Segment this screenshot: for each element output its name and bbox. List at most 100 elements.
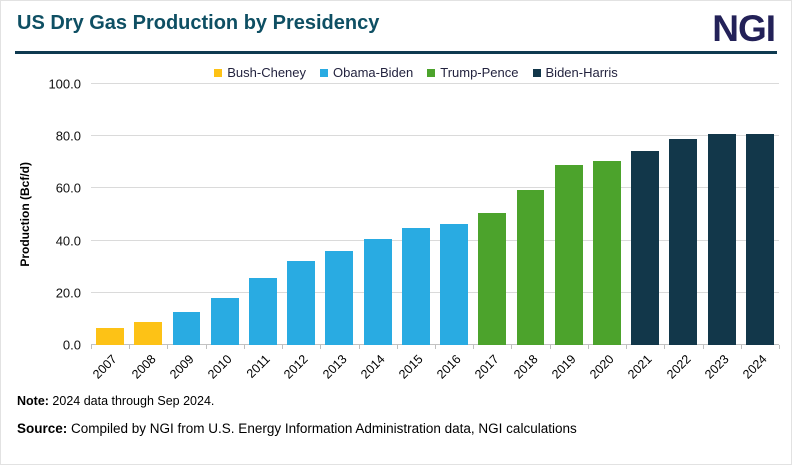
- bar-slot-2021: [626, 84, 664, 345]
- bar-2008: [134, 321, 163, 345]
- legend-label: Bush-Cheney: [227, 65, 307, 80]
- x-label-slot-2009: 2009: [167, 345, 205, 387]
- x-axis-tick: [205, 345, 207, 349]
- x-tick-label-2024: 2024: [740, 352, 770, 382]
- bar-2021: [631, 150, 660, 345]
- bar-2014: [363, 239, 392, 345]
- legend-swatch-icon: [214, 68, 223, 77]
- footer: Note: 2024 data through Sep 2024. Source…: [1, 387, 791, 436]
- x-tick-label-2017: 2017: [472, 352, 503, 382]
- bar-slot-2017: [473, 84, 511, 345]
- bar-2010: [210, 298, 239, 345]
- x-label-slot-2008: 2008: [129, 345, 167, 387]
- x-axis-tick: [129, 345, 131, 349]
- bar-slot-2013: [320, 84, 358, 345]
- x-tick-label-2023: 2023: [701, 352, 732, 382]
- chart-title: US Dry Gas Production by Presidency: [17, 12, 380, 34]
- bar-slot-2016: [435, 84, 473, 345]
- x-axis-tick: [587, 345, 589, 349]
- gridline-60: [91, 187, 779, 189]
- bar-2023: [707, 133, 736, 345]
- x-axis-tick: [549, 345, 551, 349]
- y-tick-label-60: 60.0: [55, 180, 81, 196]
- x-axis-tick: [396, 345, 398, 349]
- y-axis-title: Production (Bcf/d): [18, 162, 32, 267]
- x-axis-labels: 2007 2008 2009 2010 2011 2012 2013 2014 2015 2016…: [90, 345, 779, 387]
- legend-item-biden-harris: Biden-Harris: [532, 65, 618, 80]
- x-axis-tick: [243, 345, 245, 349]
- x-tick-label-2021: 2021: [625, 352, 656, 382]
- bar-slot-2012: [282, 84, 320, 345]
- source-label: Source:: [17, 421, 68, 436]
- x-tick-label-2022: 2022: [663, 352, 694, 382]
- legend-swatch-icon: [532, 68, 541, 77]
- x-tick-label-2009: 2009: [166, 352, 197, 382]
- legend-swatch-icon: [320, 68, 329, 77]
- x-tick-label-2013: 2013: [319, 352, 350, 382]
- note-text: 2024 data through Sep 2024.: [48, 394, 215, 408]
- chart-region: Production (Bcf/d) 0.0 20.0 40.0 60.0 80.0 10…: [1, 77, 791, 387]
- bar-slot-2020: [588, 84, 626, 345]
- legend-item-bush-cheney: Bush-Cheney: [214, 65, 306, 80]
- x-axis-tick: [358, 345, 360, 349]
- bar-2013: [325, 251, 354, 345]
- x-axis-tick: [740, 345, 742, 349]
- source-line: Source: Compiled by NGI from U.S. Energy…: [17, 421, 775, 436]
- bar-slot-2019: [550, 84, 588, 345]
- x-axis-tick: [435, 345, 436, 349]
- x-label-slot-2007: 2007: [90, 345, 129, 387]
- gridline-80: [91, 135, 779, 137]
- legend-label: Biden-Harris: [545, 65, 618, 80]
- bar-slot-2023: [703, 84, 741, 345]
- legend-label: Obama-Biden: [333, 65, 414, 80]
- bar-2017: [478, 213, 507, 345]
- x-label-slot-2019: 2019: [549, 345, 588, 387]
- bar-slot-2024: [741, 84, 779, 345]
- y-tick-label-0: 0.0: [62, 337, 81, 353]
- x-label-slot-2014: 2014: [357, 345, 397, 387]
- x-tick-label-2016: 2016: [434, 352, 464, 382]
- x-axis-tick: [626, 345, 628, 349]
- bar-2018: [516, 189, 545, 345]
- x-label-slot-2011: 2011: [244, 345, 282, 387]
- source-text: Compiled by NGI from U.S. Energy Informa…: [67, 421, 577, 436]
- bar-2007: [96, 328, 125, 345]
- bar-2024: [745, 133, 774, 345]
- x-tick-label-2007: 2007: [90, 352, 121, 382]
- x-label-slot-2024: 2024: [740, 345, 779, 387]
- bar-2019: [554, 164, 583, 345]
- bar-slot-2011: [244, 84, 282, 345]
- bar-slot-2022: [664, 84, 702, 345]
- x-label-slot-2022: 2022: [664, 345, 702, 387]
- bar-2009: [172, 312, 201, 345]
- legend-item-obama-biden: Obama-Biden: [320, 65, 413, 80]
- x-label-slot-2013: 2013: [320, 345, 358, 387]
- x-tick-label-2015: 2015: [396, 352, 426, 382]
- x-axis-tick: [282, 345, 284, 349]
- x-label-slot-2010: 2010: [205, 345, 244, 387]
- bar-slot-2008: [129, 84, 167, 345]
- y-tick-label-80: 80.0: [55, 128, 81, 144]
- x-tick-label-2018: 2018: [510, 352, 541, 382]
- legend-label: Trump-Pence: [440, 65, 519, 80]
- bar-2020: [593, 161, 621, 345]
- x-label-slot-2016: 2016: [434, 345, 473, 387]
- y-tick-label-40: 40.0: [55, 233, 81, 249]
- x-label-slot-2021: 2021: [626, 345, 664, 387]
- x-axis-tick: [91, 345, 92, 349]
- x-tick-label-2014: 2014: [357, 352, 388, 382]
- bar-slot-2010: [206, 84, 244, 345]
- x-tick-label-2012: 2012: [281, 352, 312, 382]
- header-divider: [15, 51, 777, 54]
- bar-slot-2009: [167, 84, 205, 345]
- x-axis-tick: [702, 345, 704, 349]
- bar-2016: [440, 223, 469, 345]
- gridline-0: [91, 344, 779, 345]
- bar-slot-2014: [359, 84, 397, 345]
- x-axis-tick: [511, 345, 513, 349]
- bar-slot-2018: [511, 84, 549, 345]
- x-label-slot-2023: 2023: [701, 345, 741, 387]
- bars-container: [91, 84, 779, 345]
- bar-2012: [287, 261, 316, 345]
